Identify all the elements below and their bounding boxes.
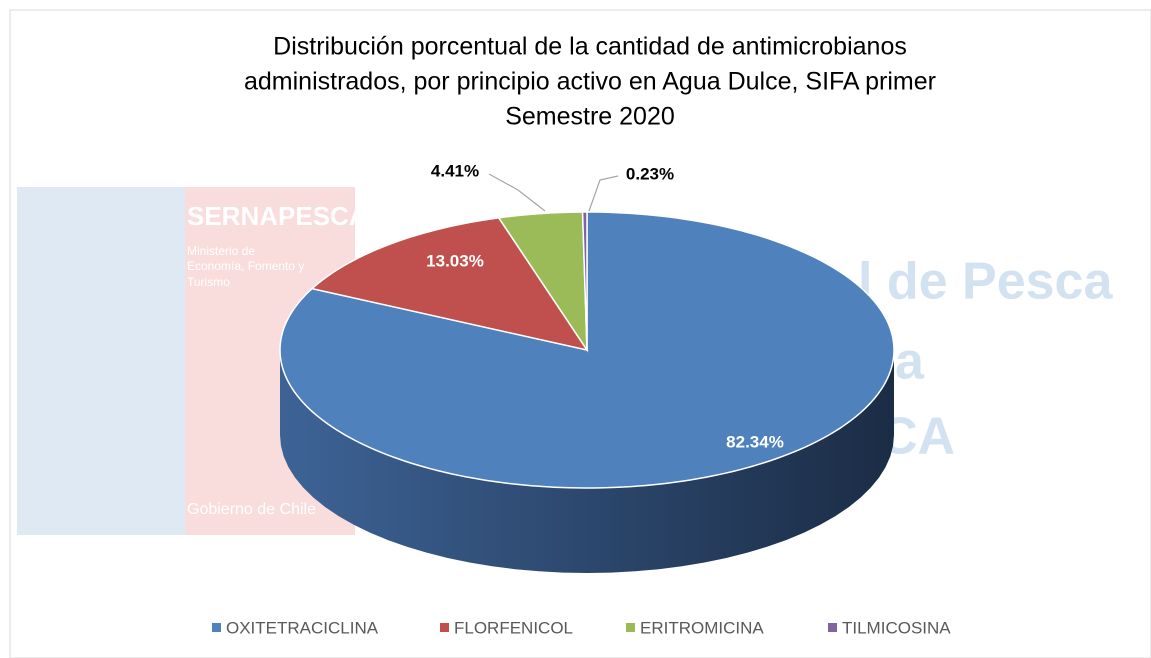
legend-label: ERITROMICINA: [640, 618, 764, 637]
watermark-text: Ministerio de: [187, 244, 255, 258]
chart-title: Semestre 2020: [505, 103, 675, 131]
slice: [497, 211, 588, 353]
legend-marker: [626, 623, 635, 632]
watermark-text: Turismo: [187, 275, 230, 289]
slice: [310, 217, 589, 352]
chart-title: Distribución porcentual de la cantidad d…: [273, 33, 907, 61]
watermark-text: Gobierno de Chile: [187, 501, 316, 518]
watermark-text: a: [895, 333, 925, 391]
watermark-text: SERNAPESCA: [187, 201, 368, 231]
leader-line: [488, 173, 546, 212]
chart-title: administrados, por principio activo en A…: [244, 68, 936, 96]
watermark-text: l de Pesca: [858, 253, 1113, 311]
legend-label: FLORFENICOL: [454, 618, 573, 637]
data-label: 13.03%: [426, 251, 484, 270]
slice: [581, 211, 588, 351]
legend-label: OXITETRACICLINA: [226, 618, 379, 637]
data-label: 82.34%: [726, 432, 784, 451]
watermark-text: Economía, Fomento y: [187, 259, 304, 273]
slice-side: [280, 350, 894, 573]
legend-label: TILMICOSINA: [842, 618, 951, 637]
data-label: 4.41%: [431, 161, 479, 180]
legend-marker: [212, 623, 221, 632]
leader-line: [588, 175, 619, 212]
data-label: 0.23%: [626, 164, 674, 183]
watermark-panel: [17, 187, 185, 535]
legend-marker: [440, 623, 449, 632]
legend-marker: [828, 623, 837, 632]
